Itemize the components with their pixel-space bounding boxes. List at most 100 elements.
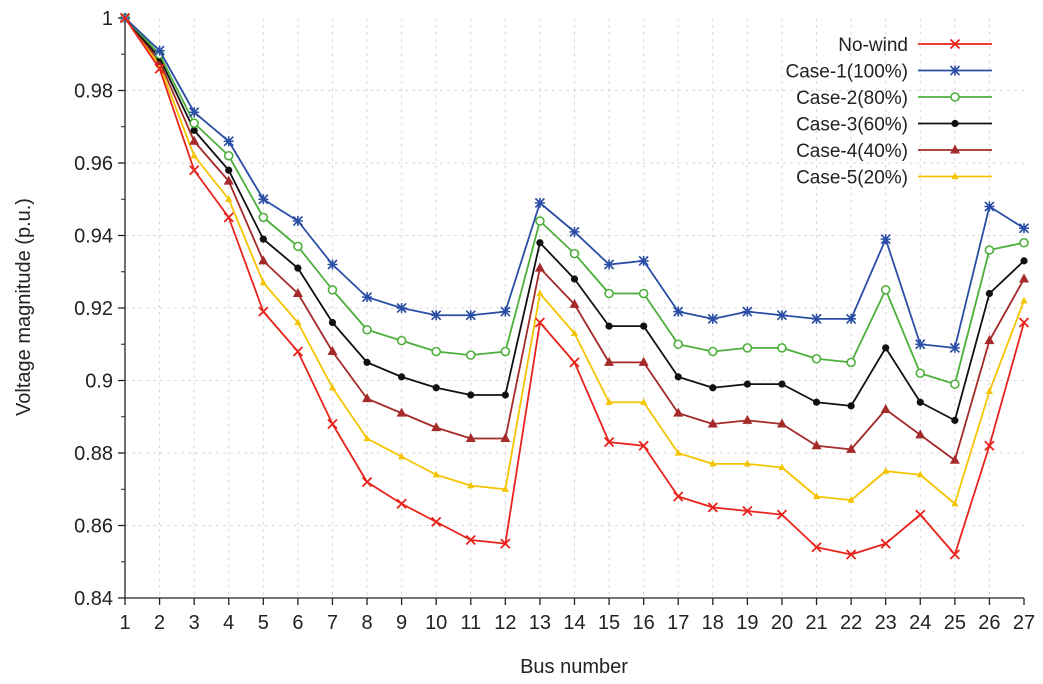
data-point: [467, 391, 475, 399]
data-point: [847, 496, 855, 503]
data-point: [949, 454, 960, 464]
data-point: [915, 509, 926, 520]
data-point: [569, 357, 580, 368]
data-point: [776, 310, 788, 321]
data-point: [465, 310, 476, 321]
legend: No-wind Case-1(100%) Case-2(80%) Case-3(60%…: [786, 35, 992, 189]
legend-item: Case-4(40%): [796, 141, 992, 162]
x-tick-label: 8: [361, 612, 372, 634]
x-tick-label: 15: [598, 612, 620, 634]
data-point: [742, 414, 753, 424]
x-tick-label: 26: [978, 612, 1000, 634]
data-point: [846, 357, 856, 368]
data-point: [605, 398, 613, 405]
series-3: [121, 14, 1028, 424]
x-tick-label: 23: [875, 612, 897, 634]
data-point: [293, 241, 303, 252]
data-point: [708, 346, 718, 357]
data-point: [190, 126, 198, 134]
data-point: [431, 310, 442, 321]
data-point: [640, 398, 648, 405]
x-tick-label: 10: [425, 612, 447, 634]
data-point: [638, 440, 649, 451]
data-point: [743, 380, 751, 388]
data-point: [845, 549, 857, 560]
x-tick-label: 7: [327, 612, 338, 634]
data-point: [604, 259, 615, 270]
data-point: [951, 499, 959, 507]
x-tick-label: 17: [667, 612, 689, 634]
data-point: [294, 318, 302, 326]
data-point: [396, 407, 407, 417]
data-point: [500, 346, 511, 357]
data-point: [467, 481, 475, 489]
y-tick-label: 0.88: [74, 443, 113, 465]
data-point: [258, 212, 269, 223]
data-point: [431, 422, 442, 432]
data-point: [258, 306, 269, 317]
data-point: [951, 172, 959, 180]
data-point: [880, 404, 891, 413]
data-point: [673, 407, 684, 417]
data-point: [605, 322, 613, 330]
data-point: [569, 226, 580, 237]
data-point: [776, 418, 787, 428]
data-point: [915, 339, 926, 350]
y-tick-label: 0.86: [74, 516, 113, 538]
data-point: [500, 538, 511, 549]
data-point: [950, 92, 960, 102]
data-point: [363, 434, 371, 442]
data-point: [949, 342, 960, 353]
data-point: [223, 136, 234, 147]
x-tick-label: 14: [563, 612, 585, 634]
data-point: [984, 245, 995, 255]
data-point: [292, 288, 303, 297]
series-1: [119, 12, 1030, 353]
x-tick-label: 19: [736, 612, 758, 634]
data-point: [916, 470, 924, 478]
x-tick-label: 1: [119, 612, 130, 634]
data-point: [535, 216, 545, 226]
x-tick-label: 6: [292, 612, 303, 634]
x-tick-label: 9: [396, 612, 407, 634]
data-point: [190, 151, 198, 159]
data-point: [916, 398, 924, 406]
data-point: [398, 373, 406, 381]
x-tick-label: 12: [494, 612, 516, 634]
x-tick-label: 3: [189, 612, 200, 634]
legend-item: Case-3(60%): [796, 115, 992, 136]
x-tick-label: 25: [944, 612, 966, 634]
data-point: [501, 485, 509, 492]
data-point: [709, 459, 717, 467]
data-point: [431, 346, 441, 357]
data-point: [1020, 296, 1028, 304]
data-point: [674, 373, 682, 381]
data-point: [777, 343, 787, 353]
y-tick-label: 0.9: [85, 371, 113, 393]
x-tick-label: 4: [223, 612, 234, 634]
data-point: [258, 255, 269, 265]
data-point: [570, 329, 579, 336]
data-point: [604, 288, 614, 299]
y-tick-label: 0.94: [74, 226, 113, 248]
legend-label: No-wind: [838, 35, 908, 56]
legend-label: Case-3(60%): [796, 115, 908, 136]
data-point: [189, 165, 200, 176]
data-point: [223, 175, 234, 185]
data-point: [327, 346, 338, 355]
data-point: [880, 234, 891, 245]
data-point: [880, 285, 891, 295]
data-point: [189, 107, 200, 118]
data-point: [328, 383, 337, 391]
data-point: [327, 285, 338, 295]
data-point: [569, 298, 580, 308]
data-point: [742, 505, 753, 517]
data-point: [154, 63, 165, 74]
data-point: [119, 12, 131, 24]
data-point: [707, 313, 718, 324]
x-tick-label: 24: [909, 612, 931, 634]
data-point: [534, 197, 545, 208]
data-point: [847, 402, 855, 410]
x-tick-label: 16: [633, 612, 655, 634]
